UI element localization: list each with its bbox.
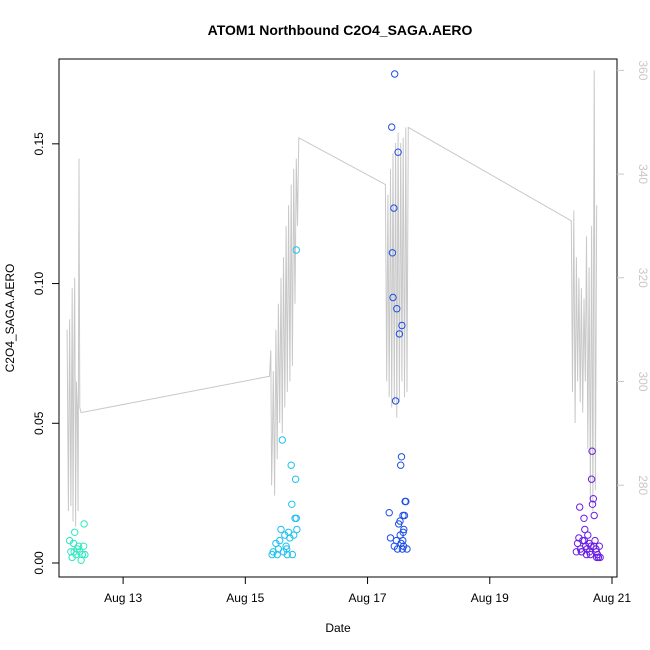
scatter-point xyxy=(79,542,88,550)
y2-tick-label: 300 xyxy=(636,371,650,391)
scatter-point xyxy=(394,148,402,156)
y-axis-label: C2O4_SAGA.AERO xyxy=(3,264,17,373)
scatter-point xyxy=(283,545,291,553)
scatter-point xyxy=(596,553,604,562)
scatter-point xyxy=(581,525,589,534)
scatter-point xyxy=(390,542,398,550)
x-tick-label: Aug 21 xyxy=(593,591,631,605)
scatter-point xyxy=(592,548,600,556)
scatter-point xyxy=(584,531,592,539)
scatter-point xyxy=(398,321,406,330)
y-tick-label: 0.00 xyxy=(32,551,46,575)
chart-title: ATOM1 Northbound C2O4_SAGA.AERO xyxy=(208,22,473,38)
scatter-point xyxy=(292,246,300,254)
scatter-series xyxy=(65,70,604,564)
scatter-point xyxy=(389,293,397,302)
scatter-point xyxy=(77,556,85,564)
scatter-point xyxy=(385,509,393,517)
scatter-point xyxy=(287,461,295,469)
scatter-point xyxy=(397,461,405,469)
scatter-point xyxy=(587,475,596,483)
scatter-point xyxy=(78,550,87,559)
scatter-point xyxy=(386,534,395,542)
scatter-point xyxy=(580,514,588,522)
scatter-point xyxy=(580,536,589,545)
x-tick-label: Aug 13 xyxy=(104,591,142,605)
scatter-point xyxy=(388,249,397,257)
scatter-point xyxy=(80,520,88,528)
scatter-point xyxy=(399,511,407,520)
scatter-point xyxy=(399,542,408,550)
scatter-point xyxy=(591,536,599,545)
scatter-point xyxy=(293,525,301,534)
x-axis-label: Date xyxy=(325,621,351,635)
scatter-point xyxy=(587,542,595,550)
scatter-point xyxy=(588,500,597,508)
y-tick-label: 0.10 xyxy=(32,272,46,296)
scatter-point xyxy=(70,548,78,556)
scatter-point xyxy=(590,511,598,520)
scatter-point xyxy=(291,475,300,483)
line-series xyxy=(66,70,598,527)
scatter-point xyxy=(399,536,407,545)
scatter-point xyxy=(588,447,596,455)
y2-tick-label: 320 xyxy=(636,268,650,288)
scatter-point xyxy=(277,525,285,534)
scatter-point xyxy=(288,550,297,559)
scatter-point xyxy=(283,550,291,559)
scatter-point xyxy=(282,542,290,550)
y2-axis: 280 300 320 340 360 xyxy=(617,60,650,496)
scatter-point xyxy=(391,397,400,405)
scatter-point xyxy=(400,525,408,534)
x-tick-label: Aug 17 xyxy=(349,591,387,605)
scatter-point xyxy=(390,204,398,212)
plot-frame xyxy=(58,58,618,578)
x-axis: Aug 13 Aug 15 Aug 17 Aug 19 Aug 21 xyxy=(104,577,631,605)
scatter-point xyxy=(388,123,396,131)
y-tick-label: 0.05 xyxy=(32,411,46,435)
scatter-point xyxy=(576,503,584,511)
scatter-point xyxy=(402,497,410,506)
scatter-point xyxy=(595,542,603,550)
scatter-point xyxy=(276,536,284,545)
y-tick-label: 0.15 xyxy=(32,132,46,156)
scatter-point xyxy=(273,550,281,559)
y2-tick-label: 360 xyxy=(636,60,650,80)
scatter-point xyxy=(74,542,83,550)
scatter-point xyxy=(589,495,597,503)
scatter-point xyxy=(71,528,79,536)
y2-tick-label: 340 xyxy=(636,164,650,184)
scatter-point xyxy=(395,330,404,338)
scatter-point xyxy=(290,531,298,539)
scatter-point xyxy=(391,70,399,78)
series-line xyxy=(66,70,598,527)
y-axis: 0.00 0.05 0.10 0.15 xyxy=(32,132,59,575)
scatter-point xyxy=(397,453,406,461)
scatter-point xyxy=(278,436,286,444)
x-tick-label: Aug 19 xyxy=(471,591,509,605)
scatter-point xyxy=(400,511,409,520)
x-tick-label: Aug 15 xyxy=(226,591,264,605)
scatter-point xyxy=(393,305,401,313)
scatter-point xyxy=(396,517,404,525)
y2-tick-label: 280 xyxy=(636,475,650,495)
scatter-point xyxy=(81,550,89,559)
scatter-point xyxy=(292,514,300,522)
scatter-point xyxy=(288,500,296,508)
